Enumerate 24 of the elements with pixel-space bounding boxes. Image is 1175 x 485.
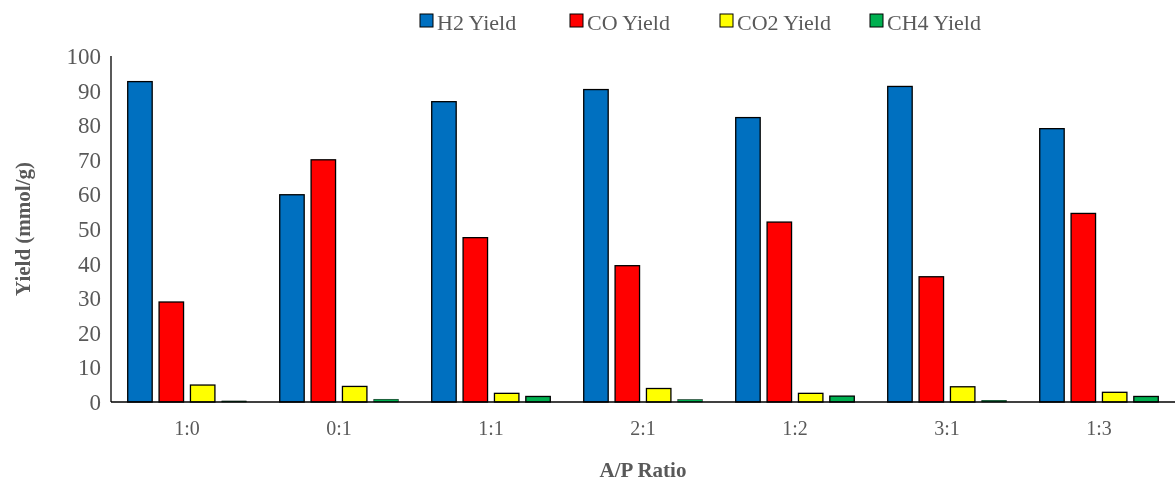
x-tick-label: 1:3 [1086,417,1112,439]
y-tick-label: 60 [78,182,101,208]
x-tick-label: 2:1 [630,417,656,439]
x-tick-label: 1:0 [174,417,200,439]
y-tick-label: 40 [78,251,101,277]
y-tick-label: 10 [78,355,101,381]
x-tick-label: 1:1 [478,417,504,439]
y-tick-label: 100 [66,44,101,70]
y-tick-label: 90 [78,78,101,104]
legend-label: CO2 Yield [737,9,831,35]
y-tick-label: 80 [78,113,101,139]
y-tick-label: 70 [78,147,101,173]
y-tick-label: 30 [78,286,101,312]
legend-label: CO Yield [587,9,670,35]
legend-label: CH4 Yield [887,9,981,35]
y-tick-label: 0 [89,390,101,416]
legend-label: H2 Yield [437,9,517,35]
x-axis-title: A/P Ratio [599,458,687,482]
x-tick-label: 0:1 [326,417,352,439]
y-axis-title: Yield (mmol/g) [11,162,35,296]
x-tick-label: 3:1 [934,417,960,439]
y-tick-label: 50 [78,217,101,243]
x-tick-label: 1:2 [782,417,808,439]
y-tick-label: 20 [78,320,101,346]
